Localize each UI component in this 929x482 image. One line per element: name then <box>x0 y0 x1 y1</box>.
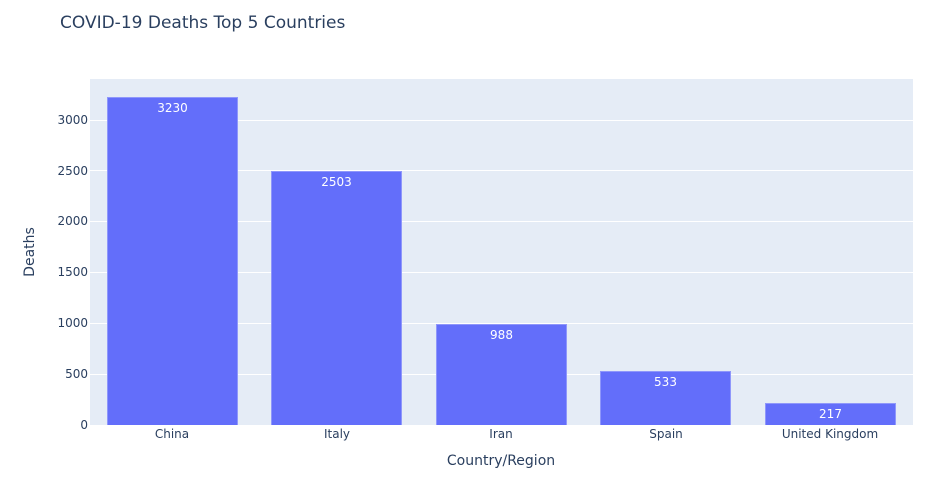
y-tick-label: 2000 <box>57 214 88 228</box>
bar-value-label: 217 <box>819 407 842 421</box>
bar-united-kingdom[interactable]: 217 <box>765 403 896 425</box>
gridline <box>90 272 913 273</box>
plot-area: 3230 2503 988 533 217 <box>90 79 913 425</box>
y-tick-label: 1500 <box>57 265 88 279</box>
x-tick-label: United Kingdom <box>781 427 879 441</box>
x-tick-label: Spain <box>649 427 683 441</box>
y-axis-title: Deaths <box>22 227 38 277</box>
x-axis-title: Country/Region <box>446 453 556 469</box>
bar-value-label: 3230 <box>157 101 188 115</box>
y-tick-label: 500 <box>65 367 88 381</box>
y-tick-label: 1000 <box>57 316 88 330</box>
gridline <box>90 120 913 121</box>
y-tick-label: 2500 <box>57 164 88 178</box>
bar-value-label: 533 <box>654 375 677 389</box>
chart-title: COVID-19 Deaths Top 5 Countries <box>60 13 346 33</box>
x-tick-label: China <box>154 427 190 441</box>
y-tick-label: 0 <box>80 418 88 432</box>
gridline <box>90 323 913 324</box>
x-tick-label: Italy <box>323 427 351 441</box>
x-tick-label: Iran <box>489 427 513 441</box>
bar-value-label: 2503 <box>321 175 352 189</box>
bar-china[interactable]: 3230 <box>107 97 238 425</box>
bar-spain[interactable]: 533 <box>600 371 731 425</box>
gridline <box>90 221 913 222</box>
bar-italy[interactable]: 2503 <box>271 171 402 425</box>
bar-iran[interactable]: 988 <box>436 324 567 425</box>
y-tick-label: 3000 <box>57 113 88 127</box>
bar-value-label: 988 <box>490 328 513 342</box>
gridline <box>90 170 913 171</box>
